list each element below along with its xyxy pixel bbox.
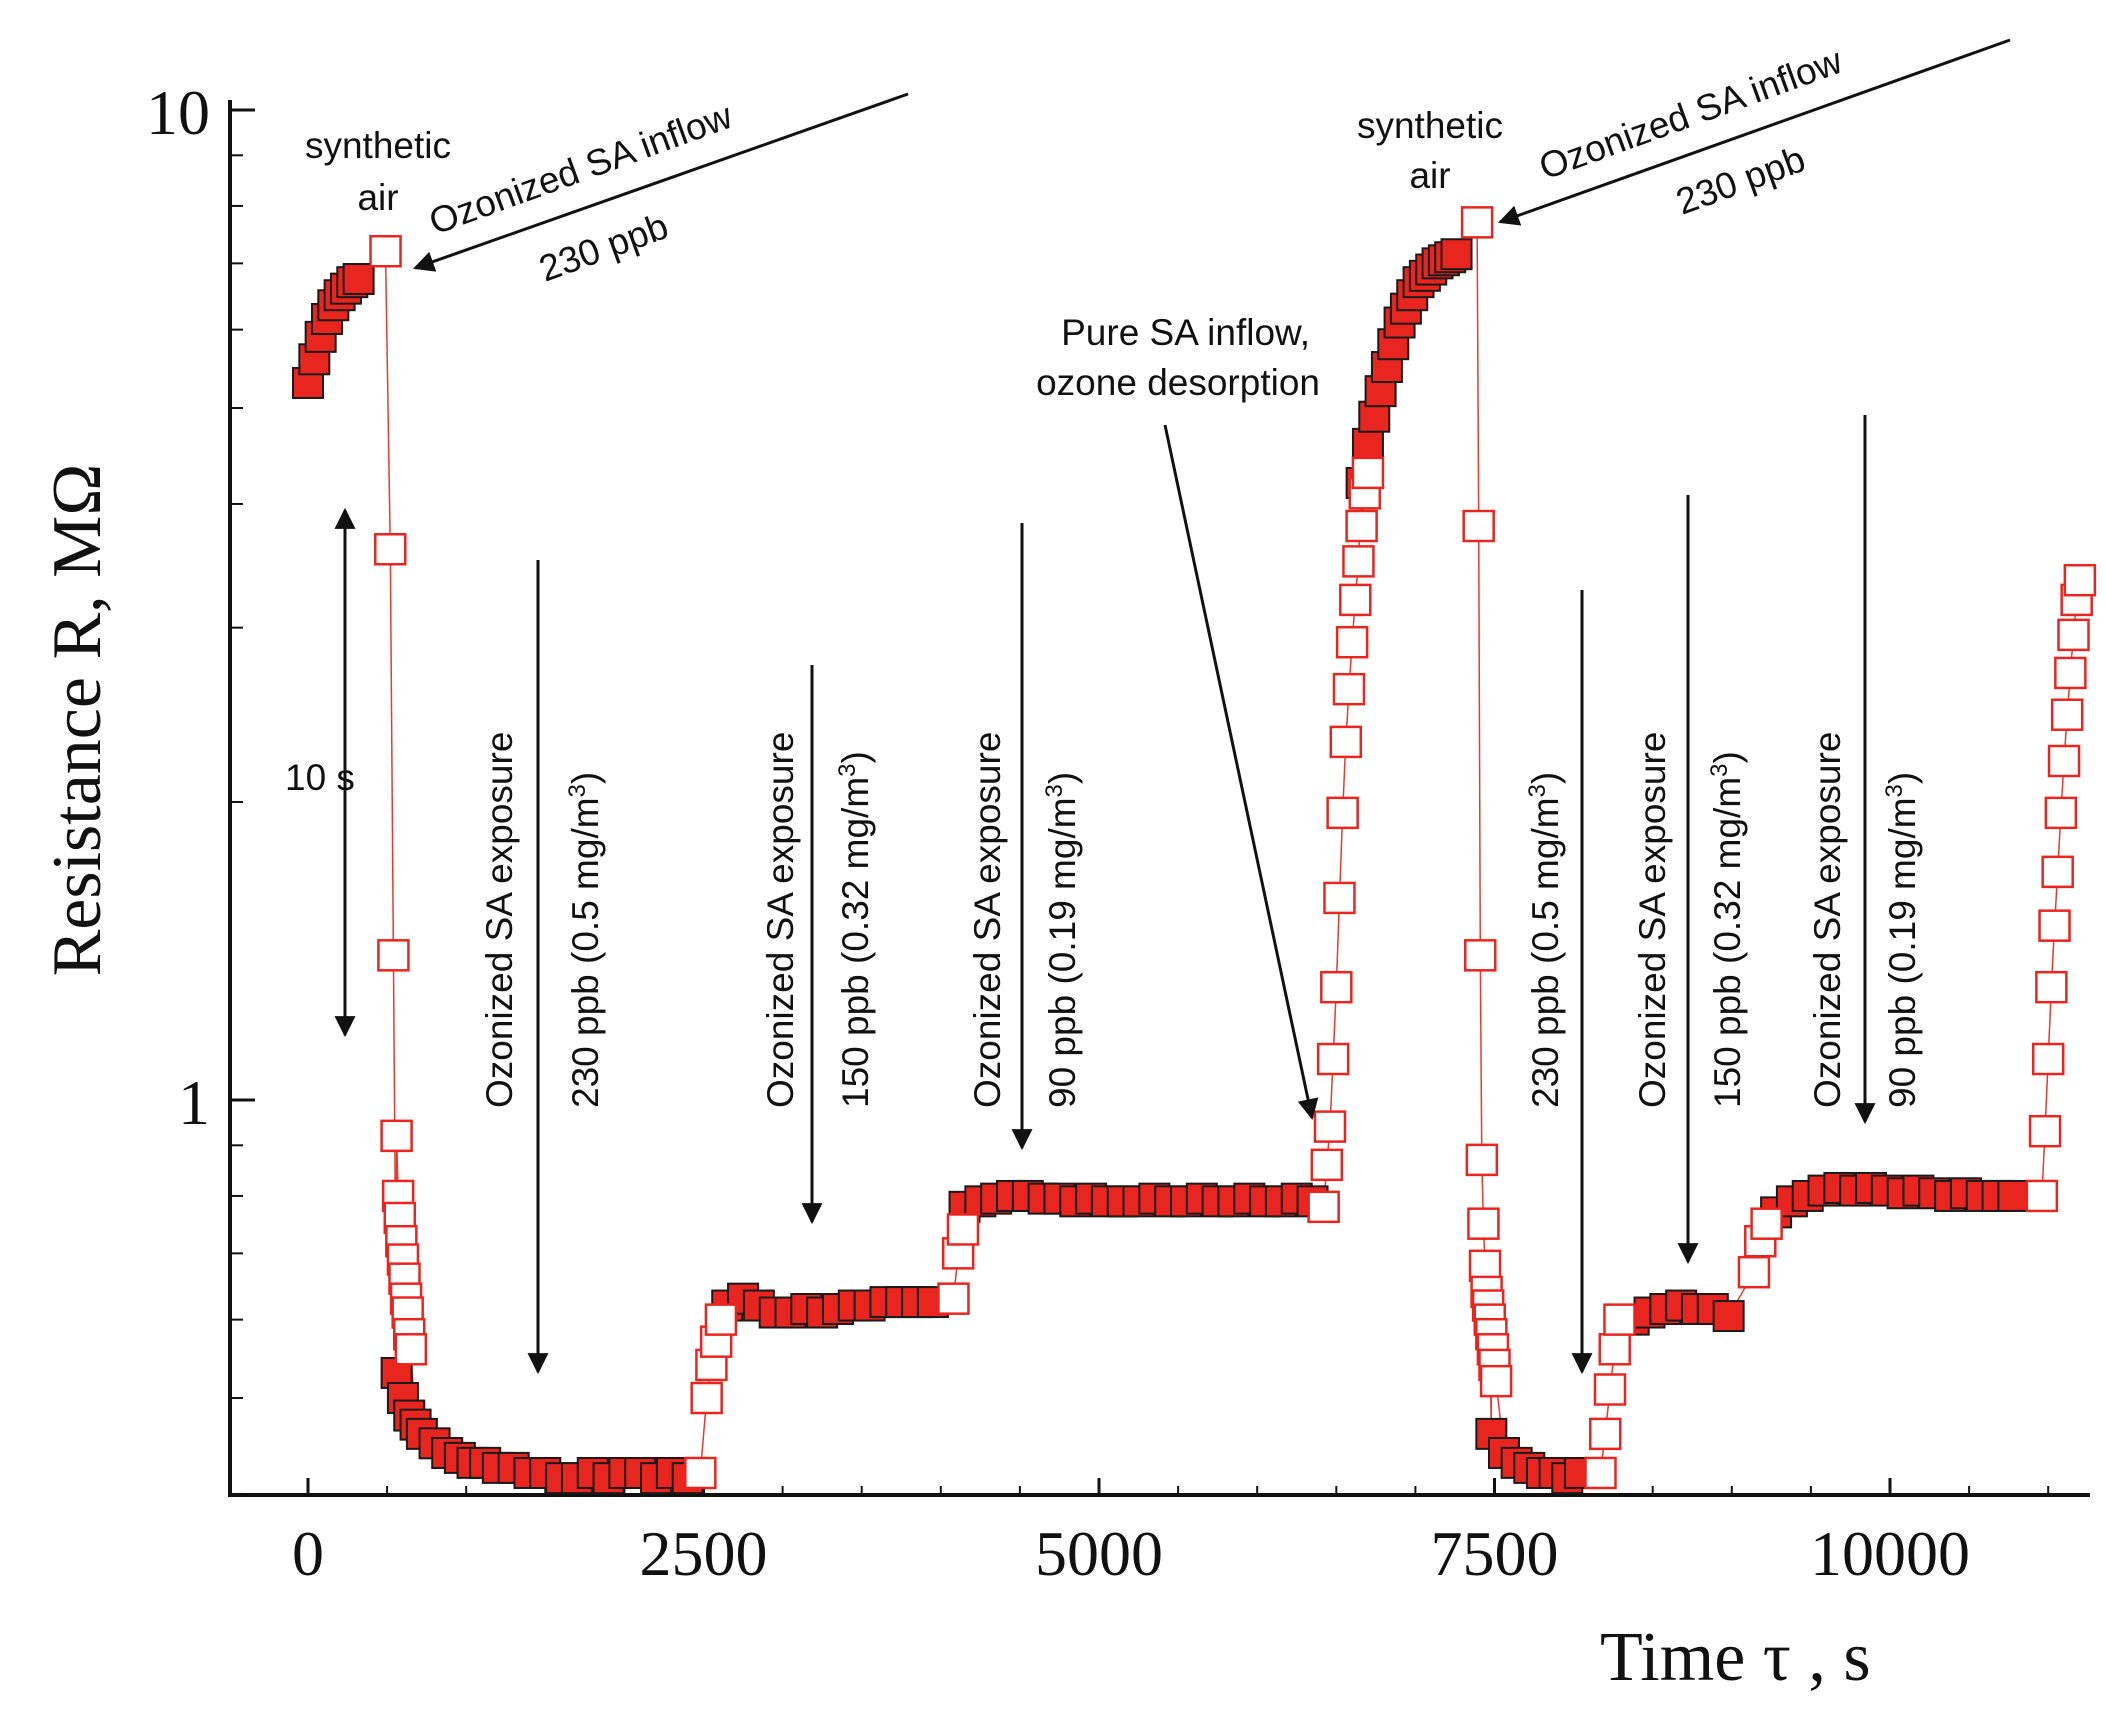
data-point-open bbox=[2028, 1114, 2062, 1148]
svg-text:90 ppb (0.19 mg/m3): 90 ppb (0.19 mg/m3) bbox=[1041, 772, 1084, 1108]
svg-text:air: air bbox=[357, 177, 398, 218]
svg-text:150 ppb (0.32 mg/m3): 150 ppb (0.32 mg/m3) bbox=[834, 751, 877, 1108]
x-tick-label: 2500 bbox=[640, 1518, 768, 1589]
data-point-open bbox=[1316, 1042, 1350, 1076]
data-point-open bbox=[1479, 1364, 1513, 1398]
data-point-open bbox=[1342, 545, 1375, 578]
x-ticks: 0 2500 5000 7500 10000 bbox=[292, 1478, 2050, 1589]
data-point-open bbox=[1351, 456, 1385, 490]
data-point-open bbox=[1584, 1456, 1617, 1490]
y-tick-label: 1 bbox=[178, 1067, 210, 1138]
data-point-open bbox=[1335, 625, 1369, 659]
data-point-open bbox=[690, 1381, 723, 1415]
data-point-open bbox=[1603, 1303, 1636, 1336]
svg-text:ozone desorption: ozone desorption bbox=[1036, 362, 1320, 403]
data-point-open bbox=[1593, 1373, 1627, 1406]
annotation-exposure-90: Ozonized SA exposure 90 ppb (0.19 mg/m3) bbox=[967, 523, 1084, 1151]
data-point-filled bbox=[1997, 1179, 2030, 1212]
data-point-open bbox=[394, 1333, 428, 1366]
data-point-open bbox=[1750, 1207, 1783, 1240]
data-point-open bbox=[2038, 909, 2071, 942]
annotation-synthetic-air-1: synthetic air bbox=[305, 125, 451, 218]
annotation-10s: 10 s bbox=[285, 507, 356, 1038]
svg-text:Ozonized SA inflow: Ozonized SA inflow bbox=[424, 95, 738, 243]
data-point-open bbox=[1467, 1207, 1500, 1240]
data-point-open bbox=[1323, 881, 1356, 915]
data-point-open bbox=[1339, 583, 1372, 617]
data-point-open bbox=[1310, 1148, 1344, 1182]
data-point-open bbox=[1326, 796, 1359, 830]
data-point-filled bbox=[1712, 1300, 1745, 1333]
svg-text:Ozonized SA exposure: Ozonized SA exposure bbox=[967, 732, 1008, 1108]
data-point-open bbox=[2031, 1042, 2065, 1076]
y-tick-label: 10 bbox=[146, 77, 210, 148]
svg-text:230 ppb (0.5 mg/m3): 230 ppb (0.5 mg/m3) bbox=[1524, 772, 1567, 1108]
data-point-open bbox=[1307, 1190, 1340, 1224]
svg-text:Ozonized SA exposure: Ozonized SA exposure bbox=[479, 732, 520, 1108]
annotation-exposure-150-b: Ozonized SA exposure 150 ppb (0.32 mg/m3… bbox=[1632, 495, 1749, 1265]
annotation-desorption: Pure SA inflow, ozone desorption bbox=[1036, 312, 1320, 1121]
svg-text:air: air bbox=[1409, 155, 1450, 196]
data-point-open bbox=[1464, 939, 1497, 972]
annotation-inflow-2: Ozonized SA inflow 230 ppb bbox=[1498, 38, 2011, 226]
data-point-open bbox=[1332, 672, 1366, 706]
annotation-exposure-150: Ozonized SA exposure 150 ppb (0.32 mg/m3… bbox=[760, 665, 877, 1225]
data-point-open bbox=[1462, 509, 1495, 543]
data-point-open bbox=[1313, 1110, 1347, 1143]
data-point-filled bbox=[342, 262, 375, 295]
data-point-open bbox=[2041, 855, 2074, 889]
data-point-open bbox=[2057, 618, 2090, 652]
x-tick-label: 0 bbox=[292, 1518, 324, 1589]
annotation-synthetic-air-2: synthetic air bbox=[1357, 105, 1503, 196]
y-ticks: 1 10 bbox=[146, 77, 255, 1495]
svg-text:Ozonized SA exposure: Ozonized SA exposure bbox=[1807, 732, 1848, 1108]
annotation-exposure-230-b: 230 ppb (0.5 mg/m3) bbox=[1524, 590, 1593, 1375]
data-point-open bbox=[2025, 1179, 2059, 1213]
data-point-open bbox=[2047, 744, 2081, 778]
svg-text:Pure SA inflow,: Pure SA inflow, bbox=[1061, 312, 1310, 353]
data-point-open bbox=[380, 1119, 413, 1153]
data-point-open bbox=[946, 1213, 980, 1246]
x-axis-title: Time τ , s bbox=[1600, 1619, 1871, 1696]
y-axis-title: Resistance R, MΩ bbox=[39, 464, 116, 977]
x-tick-label: 5000 bbox=[1035, 1518, 1163, 1589]
data-point-open bbox=[684, 1456, 717, 1490]
data-point-open bbox=[1465, 1143, 1499, 1177]
svg-text:Ozonized SA exposure: Ozonized SA exposure bbox=[760, 732, 801, 1108]
annotation-inflow-1: Ozonized SA inflow 230 ppb bbox=[413, 92, 909, 290]
data-point-open bbox=[2044, 796, 2078, 830]
data-point-open bbox=[2063, 563, 2097, 597]
annotation-exposure-230: Ozonized SA exposure 230 ppb (0.5 mg/m3) bbox=[479, 560, 607, 1375]
series-markers bbox=[292, 206, 2097, 1495]
data-point-open bbox=[1329, 725, 1363, 759]
data-point-open bbox=[369, 234, 402, 268]
data-point-open bbox=[1320, 970, 1353, 1004]
svg-text:synthetic: synthetic bbox=[305, 125, 451, 166]
data-point-filled bbox=[1440, 238, 1473, 271]
svg-text:230 ppb (0.5 mg/m3): 230 ppb (0.5 mg/m3) bbox=[564, 772, 607, 1108]
svg-text:synthetic: synthetic bbox=[1357, 105, 1503, 146]
svg-text:230 ppb: 230 ppb bbox=[1671, 138, 1811, 222]
data-point-open bbox=[1737, 1255, 1771, 1289]
svg-text:150 ppb (0.32 mg/m3): 150 ppb (0.32 mg/m3) bbox=[1706, 751, 1749, 1108]
data-point-open bbox=[2050, 698, 2084, 731]
svg-text:90 ppb (0.19 mg/m3): 90 ppb (0.19 mg/m3) bbox=[1881, 772, 1924, 1108]
annotation-exposure-90-b: Ozonized SA exposure 90 ppb (0.19 mg/m3) bbox=[1807, 415, 1924, 1125]
svg-text:Ozonized SA exposure: Ozonized SA exposure bbox=[1632, 732, 1673, 1108]
data-point-open bbox=[374, 533, 407, 566]
x-tick-label: 7500 bbox=[1431, 1518, 1559, 1589]
data-point-filled bbox=[1351, 427, 1384, 460]
data-point-open bbox=[2054, 656, 2087, 690]
data-point-open bbox=[2035, 970, 2068, 1004]
x-tick-label: 10000 bbox=[1810, 1518, 1970, 1589]
data-point-open bbox=[1588, 1417, 1622, 1451]
data-point-open bbox=[704, 1303, 738, 1336]
data-point-open bbox=[1598, 1333, 1631, 1366]
data-point-open bbox=[937, 1282, 970, 1315]
data-point-open bbox=[1460, 206, 1494, 239]
data-point-open bbox=[1345, 509, 1378, 543]
data-point-open bbox=[377, 939, 410, 972]
